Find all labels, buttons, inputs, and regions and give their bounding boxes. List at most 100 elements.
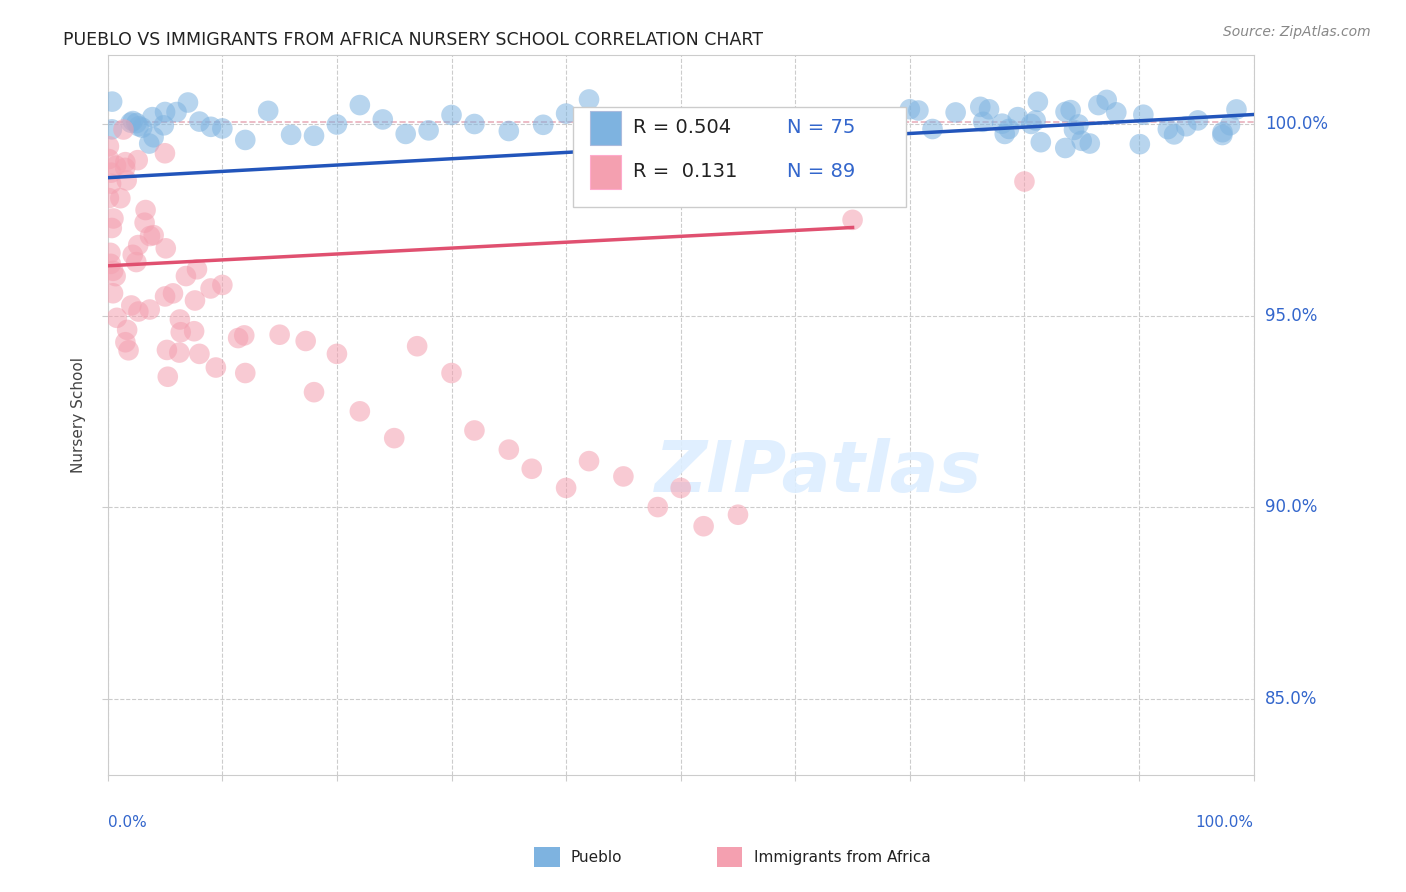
Text: PUEBLO VS IMMIGRANTS FROM AFRICA NURSERY SCHOOL CORRELATION CHART: PUEBLO VS IMMIGRANTS FROM AFRICA NURSERY…: [63, 31, 763, 49]
Point: [349, 98, 371, 112]
Point: [211, 277, 233, 292]
Point: [1054, 104, 1077, 119]
Point: [97, 139, 120, 153]
Point: [188, 114, 211, 128]
Point: [612, 469, 634, 483]
Point: [141, 110, 163, 124]
Point: [907, 103, 929, 118]
Point: [612, 129, 634, 144]
Point: [125, 116, 148, 130]
Point: [1157, 122, 1180, 136]
Point: [153, 119, 176, 133]
Point: [103, 211, 125, 226]
Point: [183, 324, 205, 338]
Point: [647, 122, 669, 136]
Point: [395, 127, 418, 141]
Point: [114, 335, 136, 350]
Y-axis label: Nursery School: Nursery School: [72, 357, 86, 473]
Point: [555, 481, 578, 495]
Point: [184, 293, 207, 308]
Point: [1163, 128, 1185, 142]
Point: [166, 105, 188, 120]
Point: [127, 304, 149, 318]
Point: [205, 360, 228, 375]
Text: R = 0.504: R = 0.504: [633, 119, 731, 137]
Point: [100, 166, 122, 180]
Point: [115, 173, 138, 187]
Point: [326, 118, 349, 132]
Point: [122, 114, 145, 128]
Point: [101, 221, 124, 235]
Point: [110, 191, 132, 205]
Point: [727, 508, 749, 522]
Text: ZIPatlas: ZIPatlas: [655, 438, 981, 508]
Point: [1014, 175, 1036, 189]
Point: [302, 128, 325, 143]
Text: Source: ZipAtlas.com: Source: ZipAtlas.com: [1223, 25, 1371, 39]
Point: [692, 519, 714, 533]
Point: [898, 102, 921, 116]
Point: [463, 424, 485, 438]
Point: [200, 120, 222, 134]
Point: [233, 133, 256, 147]
Point: [1129, 137, 1152, 152]
Text: R =  0.131: R = 0.131: [633, 162, 737, 181]
Point: [97, 152, 120, 166]
Point: [294, 334, 316, 348]
Point: [406, 339, 429, 353]
Point: [155, 241, 177, 255]
Point: [200, 281, 222, 295]
Point: [555, 106, 578, 120]
Point: [841, 212, 863, 227]
Point: [1026, 95, 1049, 109]
Point: [498, 124, 520, 138]
Point: [115, 323, 138, 337]
Point: [1019, 117, 1042, 131]
Point: [1029, 135, 1052, 149]
Point: [1059, 103, 1081, 117]
Point: [97, 191, 120, 205]
Point: [142, 228, 165, 243]
Point: [647, 500, 669, 514]
Point: [186, 262, 208, 277]
Point: [101, 122, 124, 136]
Point: [153, 289, 176, 303]
Point: [211, 121, 233, 136]
Point: [226, 331, 249, 345]
Point: [991, 117, 1014, 131]
Point: [169, 345, 191, 359]
Point: [1087, 98, 1109, 112]
Point: [135, 202, 157, 217]
Point: [104, 269, 127, 284]
Point: [578, 454, 600, 468]
Point: [114, 161, 136, 175]
Point: [105, 310, 128, 325]
Text: 90.0%: 90.0%: [1265, 498, 1317, 516]
Point: [120, 116, 142, 130]
Point: [174, 268, 197, 283]
Point: [188, 347, 211, 361]
Point: [153, 146, 176, 161]
Point: [105, 159, 128, 173]
Text: Pueblo: Pueblo: [571, 850, 623, 864]
Point: [463, 117, 485, 131]
Point: [170, 325, 193, 339]
Point: [1095, 93, 1118, 107]
Point: [994, 127, 1017, 141]
Point: [125, 255, 148, 269]
Point: [280, 128, 302, 142]
Point: [127, 238, 149, 252]
Point: [1211, 128, 1233, 142]
Point: [302, 385, 325, 400]
Point: [1225, 103, 1247, 117]
Point: [669, 481, 692, 495]
Text: 100.0%: 100.0%: [1195, 814, 1254, 830]
Point: [972, 115, 994, 129]
Point: [138, 302, 160, 317]
Point: [1007, 110, 1029, 124]
Point: [945, 105, 967, 120]
Point: [100, 245, 122, 260]
Point: [101, 95, 124, 109]
Point: [103, 264, 125, 278]
Point: [127, 153, 149, 168]
